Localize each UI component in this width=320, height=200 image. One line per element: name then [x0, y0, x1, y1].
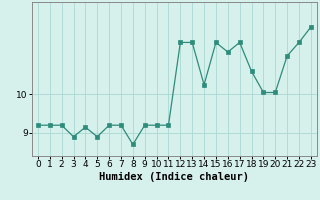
X-axis label: Humidex (Indice chaleur): Humidex (Indice chaleur)	[100, 172, 249, 182]
